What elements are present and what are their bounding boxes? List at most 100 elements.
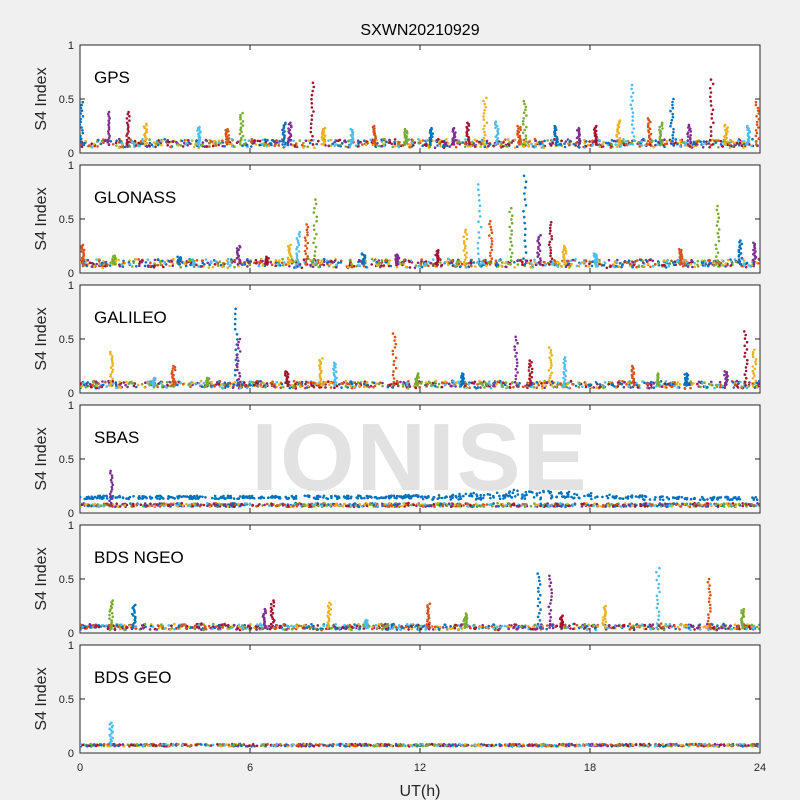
data-point <box>548 376 552 380</box>
data-point <box>632 263 635 267</box>
data-point <box>311 81 315 85</box>
data-point <box>312 110 315 113</box>
data-point <box>186 144 189 147</box>
data-point <box>478 379 481 383</box>
data-point <box>488 222 491 226</box>
data-point <box>466 504 469 508</box>
data-point <box>694 142 697 146</box>
data-point <box>696 382 699 386</box>
data-point <box>107 130 110 133</box>
data-point <box>158 505 162 508</box>
data-point <box>394 342 398 346</box>
data-point <box>509 505 512 508</box>
data-point <box>578 146 581 149</box>
data-point <box>289 138 293 142</box>
data-point <box>454 138 457 142</box>
data-point <box>630 373 634 377</box>
data-point <box>394 356 398 360</box>
data-point <box>539 257 542 260</box>
data-point <box>261 259 264 263</box>
data-point <box>519 125 522 129</box>
data-point <box>432 258 435 261</box>
data-point <box>563 367 566 370</box>
y-axis-label: S4 Index <box>33 67 50 130</box>
data-point <box>516 129 519 133</box>
data-point <box>546 381 549 384</box>
data-point <box>504 504 508 507</box>
data-point <box>201 261 204 265</box>
data-point <box>408 143 412 146</box>
data-point <box>465 251 469 255</box>
data-point <box>463 263 467 266</box>
y-axis-label: S4 Index <box>33 187 50 250</box>
data-point <box>743 337 747 340</box>
data-point <box>339 145 343 148</box>
data-point <box>478 204 482 208</box>
data-point <box>593 502 596 505</box>
data-point <box>171 140 175 143</box>
data-point <box>208 142 212 145</box>
data-point <box>247 139 251 142</box>
data-point <box>443 145 447 148</box>
data-point <box>482 127 485 131</box>
data-point <box>741 504 744 508</box>
data-point <box>452 126 456 130</box>
data-point <box>222 386 225 390</box>
data-point <box>490 242 494 246</box>
data-point <box>715 247 718 251</box>
data-point <box>363 382 366 386</box>
data-point <box>749 504 752 508</box>
data-point <box>603 381 607 384</box>
data-point <box>184 142 188 145</box>
data-point <box>488 380 491 383</box>
data-point <box>242 383 246 386</box>
data-point <box>543 386 546 390</box>
data-point <box>179 255 182 259</box>
data-point <box>472 261 476 264</box>
data-point <box>306 233 309 237</box>
data-point <box>530 142 533 146</box>
data-point <box>595 502 599 506</box>
data-point <box>705 140 708 143</box>
data-point <box>715 255 718 258</box>
data-point <box>534 142 537 146</box>
data-point <box>564 261 568 265</box>
data-point <box>592 252 596 255</box>
data-point <box>211 144 215 148</box>
data-point <box>579 262 582 265</box>
data-point <box>86 259 90 262</box>
data-point <box>293 266 296 269</box>
data-point <box>754 140 758 143</box>
data-point <box>286 140 290 143</box>
data-point <box>80 126 83 129</box>
data-point <box>729 264 733 267</box>
data-point <box>573 502 577 506</box>
data-point <box>388 141 392 144</box>
data-point <box>669 109 672 113</box>
data-point <box>726 140 729 144</box>
data-point <box>458 142 462 146</box>
data-point <box>738 253 741 257</box>
data-point <box>550 257 554 261</box>
data-point <box>236 382 240 385</box>
data-point <box>648 127 652 131</box>
data-point <box>163 137 166 141</box>
data-point <box>226 385 230 388</box>
data-point <box>309 263 312 267</box>
data-point <box>350 382 354 386</box>
data-point <box>515 351 518 355</box>
data-point <box>207 266 211 269</box>
data-point <box>113 254 116 257</box>
data-point <box>455 262 458 265</box>
data-point <box>311 89 315 93</box>
data-point <box>755 123 759 126</box>
data-point <box>510 381 514 385</box>
data-point <box>750 144 753 148</box>
data-point <box>637 141 641 144</box>
data-point <box>650 386 653 389</box>
data-point <box>717 216 721 219</box>
data-point <box>324 386 327 389</box>
data-point <box>373 384 377 388</box>
data-point <box>237 502 240 506</box>
data-point <box>391 353 395 356</box>
